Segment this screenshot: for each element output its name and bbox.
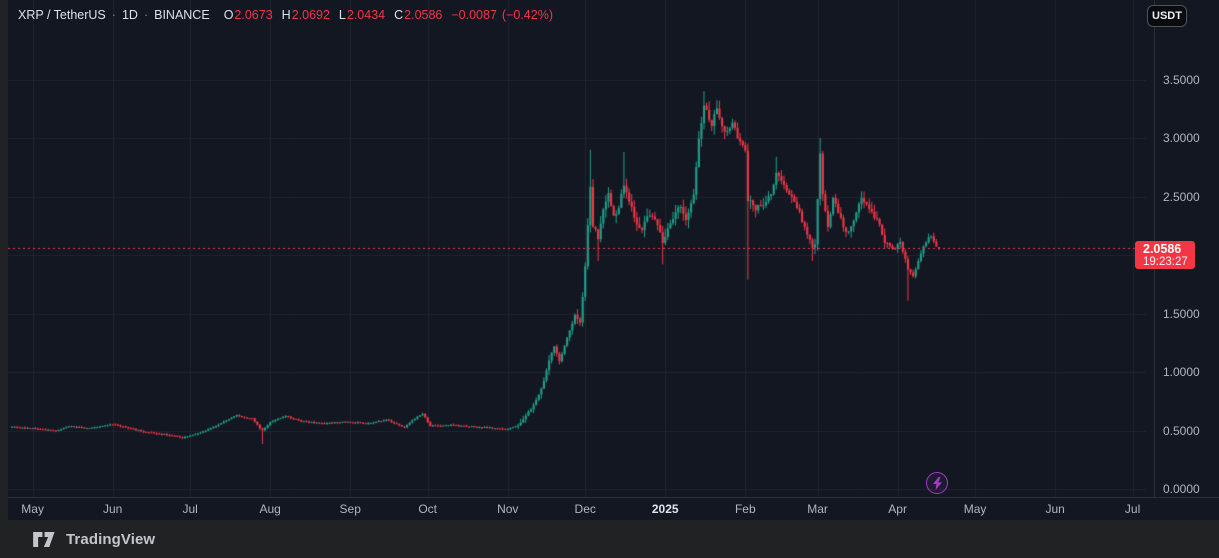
time-tick-label: Feb <box>734 502 756 516</box>
time-axis[interactable]: May Jun Jul Aug Sep Oct Nov Dec 2025 Feb Mar Apr May… <box>8 497 1219 520</box>
time-tick-label: May <box>21 502 44 516</box>
tradingview-logo-icon <box>33 531 55 547</box>
time-tick-label: Mar <box>807 502 828 516</box>
ohlc-open: O2.0673 <box>223 8 273 22</box>
tradingview-logo[interactable]: TradingView <box>33 531 155 548</box>
last-price-value: 2.0586 <box>1143 242 1182 256</box>
symbol-title[interactable]: XRP / TetherUS <box>18 8 106 22</box>
price-tick-label: 2.5000 <box>1163 189 1200 204</box>
time-tick-label: Jul <box>1124 502 1141 516</box>
time-tick-label: Nov <box>497 502 519 516</box>
ohlc-close: C2.0586 <box>394 8 443 22</box>
time-tick-label: Jun <box>1045 502 1065 516</box>
chart-legend: XRP / TetherUS · 1D · BINANCE O2.0673 H2… <box>18 7 553 23</box>
currency-toggle-button[interactable]: USDT <box>1147 5 1187 27</box>
time-tick-label: Oct <box>418 502 438 516</box>
price-tick-label: 1.5000 <box>1163 306 1200 321</box>
time-tick-label: Sep <box>339 502 361 516</box>
change-absolute: −0.0087 <box>451 8 497 22</box>
time-tick-label: Apr <box>888 502 907 516</box>
last-price-label: 2.0586 19:23:27 <box>1135 241 1195 269</box>
time-tick-label: Jun <box>103 502 123 516</box>
time-tick-label: 2025 <box>651 502 679 516</box>
exchange-label[interactable]: BINANCE <box>154 8 210 22</box>
ohlc-high: H2.0692 <box>281 8 330 22</box>
price-tick-label: 0.5000 <box>1163 423 1200 438</box>
time-tick-label: Dec <box>574 502 596 516</box>
price-tick-label: 3.5000 <box>1163 72 1200 87</box>
time-tick-label: Aug <box>259 502 281 516</box>
chart-plot-area[interactable]: XRP / TetherUS · 1D · BINANCE O2.0673 H2… <box>8 0 1146 497</box>
ohlc-low: L2.0434 <box>338 8 386 22</box>
attribution-bar: TradingView <box>0 520 1219 558</box>
legend-separator: · <box>111 8 116 22</box>
price-tick-label: 3.0000 <box>1163 131 1200 145</box>
bar-countdown: 19:23:27 <box>1143 256 1188 268</box>
legend-separator: · <box>143 8 149 22</box>
lightning-badge[interactable] <box>926 472 948 494</box>
time-tick-label: Jul <box>182 502 198 516</box>
tradingview-brand-text: TradingView <box>66 530 156 548</box>
time-tick-label: May <box>963 502 987 516</box>
candlestick-canvas[interactable] <box>8 0 1146 497</box>
lightning-icon <box>932 476 942 490</box>
tradingview-chart-widget: XRP / TetherUS · 1D · BINANCE O2.0673 H2… <box>8 0 1219 520</box>
timeframe-label[interactable]: 1D <box>121 8 138 22</box>
price-tick-label: 0.0000 <box>1163 482 1200 496</box>
price-tick-label: 1.0000 <box>1163 365 1200 379</box>
change-percent: (−0.42%) <box>501 8 553 22</box>
